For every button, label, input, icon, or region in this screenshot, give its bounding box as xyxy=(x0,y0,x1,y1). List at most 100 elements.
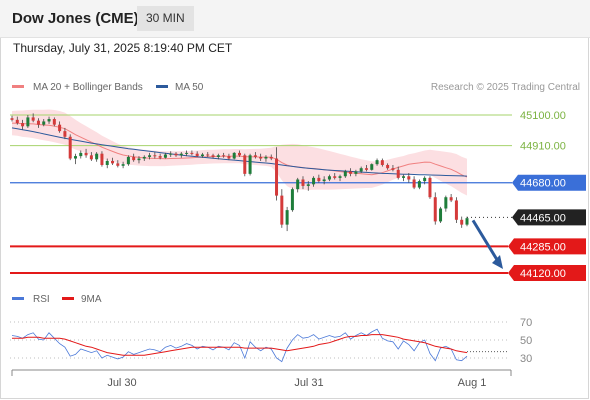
candle xyxy=(449,197,453,201)
candle xyxy=(100,153,104,165)
candle xyxy=(174,153,178,156)
candle xyxy=(58,124,62,132)
candle xyxy=(317,177,321,182)
ma20-legend-label: MA 20 + Bollinger Bands xyxy=(33,82,143,93)
rsi-9ma-line xyxy=(12,334,468,356)
candle xyxy=(63,131,67,137)
candle xyxy=(105,160,109,165)
candle xyxy=(111,160,115,164)
candle xyxy=(126,156,130,165)
x-tick-jul-30: Jul 30 xyxy=(107,377,136,389)
candles xyxy=(10,113,469,232)
candle xyxy=(227,156,231,159)
candle xyxy=(375,160,379,165)
rsi-9ma-legend-swatch xyxy=(62,297,74,300)
candle xyxy=(423,177,427,182)
candle xyxy=(116,163,120,166)
candle xyxy=(95,153,99,160)
candle xyxy=(327,176,331,180)
candle xyxy=(433,197,437,222)
candle xyxy=(73,156,77,159)
candle xyxy=(206,154,210,156)
candle xyxy=(190,152,194,154)
candle xyxy=(68,136,72,159)
candle xyxy=(364,168,368,170)
candle xyxy=(148,155,152,157)
candle xyxy=(312,177,316,185)
ma50-line xyxy=(11,127,468,177)
instrument-title: Dow Jones (CME) xyxy=(12,10,139,27)
candle xyxy=(153,155,157,157)
candle xyxy=(269,156,273,159)
x-tick-aug-1: Aug 1 xyxy=(458,377,487,389)
candle xyxy=(216,155,220,157)
timestamp: Thursday, July 31, 2025 8:19:40 PM CET xyxy=(13,41,233,55)
rsi-tick-50: 50 xyxy=(520,335,532,347)
level-label-bg xyxy=(512,174,586,191)
candle xyxy=(222,155,226,157)
level-label-44465.00: 44465.00 xyxy=(520,212,566,224)
candle xyxy=(169,153,173,155)
candle xyxy=(264,156,268,159)
candle xyxy=(211,155,215,157)
level-label-bg xyxy=(512,209,586,226)
forecast-arrow-head xyxy=(492,255,503,269)
candle xyxy=(354,171,358,174)
candle xyxy=(259,156,263,159)
candle xyxy=(10,118,14,120)
candle xyxy=(36,120,40,125)
candle xyxy=(84,152,88,156)
candle xyxy=(338,176,342,178)
chart-header: Dow Jones (CME) 30 MIN xyxy=(0,0,590,38)
candle xyxy=(428,177,432,198)
candle xyxy=(412,179,416,188)
candle xyxy=(290,189,294,211)
rsi-line xyxy=(11,328,468,363)
candle xyxy=(253,155,257,157)
candle xyxy=(322,179,326,182)
level-label-44120.00: 44120.00 xyxy=(520,268,566,280)
candle xyxy=(121,164,125,166)
candle xyxy=(306,184,310,186)
candle xyxy=(380,160,384,165)
ma50-legend-label: MA 50 xyxy=(175,82,204,93)
candle xyxy=(137,158,141,161)
candle xyxy=(349,171,353,174)
rsi-legend-swatch xyxy=(12,297,24,300)
candle xyxy=(158,156,162,158)
candle xyxy=(232,152,236,159)
candle xyxy=(296,179,300,190)
candle xyxy=(15,119,19,124)
candle xyxy=(248,155,252,174)
ma50-legend-swatch xyxy=(156,85,168,88)
candle xyxy=(370,164,374,170)
candle xyxy=(26,117,30,127)
level-label-45100.00: 45100.00 xyxy=(520,110,566,122)
candle xyxy=(200,154,204,157)
candle xyxy=(179,153,183,156)
level-label-44285.00: 44285.00 xyxy=(520,241,566,253)
candle xyxy=(391,168,395,170)
candle xyxy=(444,197,448,209)
x-tick-jul-31: Jul 31 xyxy=(294,377,323,389)
candle xyxy=(79,152,83,157)
candle xyxy=(439,208,443,222)
candle xyxy=(52,119,56,125)
candle xyxy=(163,154,167,158)
candle xyxy=(285,210,289,225)
rsi-legend-label: RSI xyxy=(33,294,50,305)
candle xyxy=(460,219,464,225)
level-label-bg xyxy=(508,238,586,255)
ma20-legend-swatch xyxy=(12,85,24,88)
forecast-arrow-shaft xyxy=(471,219,501,264)
candle xyxy=(359,168,363,172)
candle xyxy=(238,152,241,156)
rsi-tick-30: 30 xyxy=(520,353,532,365)
interval-badge[interactable]: 30 MIN xyxy=(137,6,194,31)
candle xyxy=(185,152,189,154)
candle xyxy=(47,119,51,122)
rsi-tick-70: 70 xyxy=(520,317,532,329)
level-label-44680.00: 44680.00 xyxy=(520,178,566,190)
level-label-44910.00: 44910.00 xyxy=(520,141,566,153)
